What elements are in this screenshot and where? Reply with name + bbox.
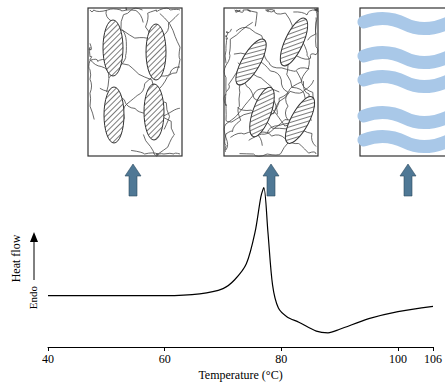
svg-text:40: 40 bbox=[42, 352, 54, 366]
svg-text:Heat flow: Heat flow bbox=[9, 234, 23, 282]
svg-text:60: 60 bbox=[159, 352, 171, 366]
svg-text:100: 100 bbox=[389, 352, 407, 366]
svg-text:Endo: Endo bbox=[27, 285, 39, 309]
svg-text:80: 80 bbox=[275, 352, 287, 366]
svg-text:106: 106 bbox=[424, 352, 442, 366]
svg-text:Temperature (°C): Temperature (°C) bbox=[198, 368, 282, 382]
